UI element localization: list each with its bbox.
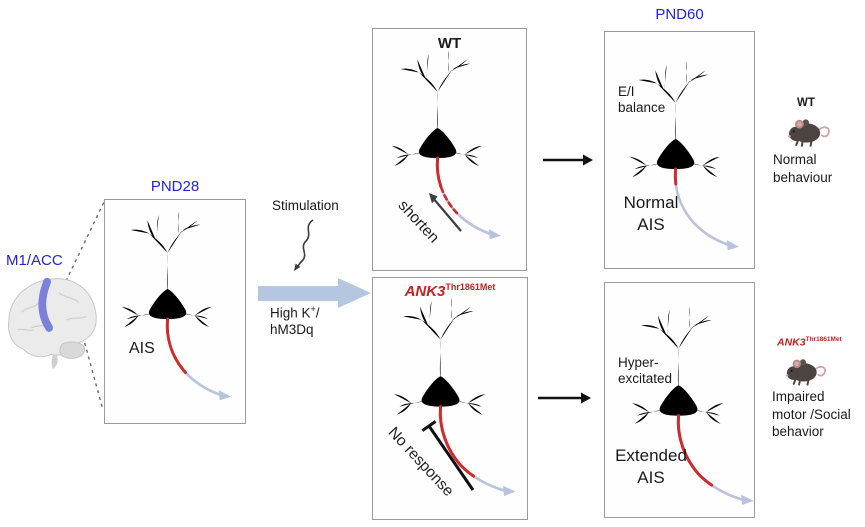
arrow-bottom-icon [538,392,591,404]
outcome-line2: motor /Social [772,406,851,422]
outcome-line2: behaviour [773,169,833,185]
ais-segment-extended [676,414,745,502]
gene-name: ANK3 [777,336,806,349]
note-line2: excitated [618,371,673,387]
outcome-line3: behavior [772,424,824,440]
ais-retracting-dashed [435,156,492,236]
ais-segment-extended [438,405,507,493]
panel-pnd28: AIS [104,199,246,424]
ais-note-line2: AIS [637,214,665,234]
stimulation-label: Stimulation [272,198,339,213]
ais-label: AIS [129,340,155,357]
ais-segment-normal [673,167,731,247]
condition-line2: hM3Dq [270,321,314,337]
hyper-excitated-note: Hyper- excitated [618,355,672,388]
outcome-line1: Impaired [772,389,825,404]
ei-balance-note: E/I balance [618,84,665,117]
neuron-pnd60-wt-icon [605,56,740,251]
note-line2: balance [618,100,666,116]
neuron-pnd28-icon [97,206,232,401]
condition-main: High K [270,305,311,321]
note-line1: E/I [618,84,635,99]
outcome-line1: Normal [773,152,817,167]
wt-outcome-label: WT [797,97,815,109]
ank3-outcome-text: Impaired motor /Social behavior [772,388,851,441]
wt-outcome-text: Normal behaviour [773,151,832,186]
brain-icon [8,277,97,370]
gene-name: ANK3 [404,283,446,300]
ais-segment [165,317,223,397]
ais-note-line2: AIS [637,467,665,487]
gene-variant: Thr1861Met [445,282,496,292]
condition-suffix: / [315,305,320,321]
condition-sup: + [310,304,316,314]
gene-variant: Thr1861Met [805,336,842,343]
neuron-ank3-icon [369,292,516,497]
ank3-outcome-label: ANK3Thr1861Met [777,336,842,349]
no-response-bar-icon [421,420,475,491]
ais-note-line1: Normal [623,193,679,212]
m1acc-region-band [38,277,53,332]
neuron-wt-icon [367,45,502,240]
zoom-wedge-lines [65,201,105,411]
ais-segment [435,156,493,236]
panel-ank3: ANK3Thr1861Met No response [372,277,528,520]
panel-wt: WT shorten [372,28,527,271]
mouse-icon [785,359,826,386]
normal-ais-note: Normal AIS [613,192,689,236]
shorten-arrow-icon [429,193,462,232]
panel-pnd60-ank3: Hyper- excitated Extended AIS [604,282,755,518]
stage-label-pnd28: PND28 [150,178,200,195]
region-label: M1/ACC [6,252,63,269]
panel-pnd60-wt: E/I balance Normal AIS [604,31,755,269]
stimulation-squiggle-arrow-icon [294,219,314,271]
arrow-top-icon [543,154,593,166]
extended-ais-note: Extended AIS [609,445,693,489]
panel-ank3-title: ANK3Thr1861Met [373,282,527,300]
stimulus-big-arrow-icon [258,278,371,308]
stage-label-pnd60: PND60 [655,6,704,23]
neuron-pnd60-ank3-icon [607,301,754,506]
stimulus-condition-label: High K+/ hM3Dq [270,304,320,338]
ais-note-line1: Extended [615,446,687,465]
panel-wt-title: WT [437,35,462,52]
mouse-icon [788,119,830,147]
note-line1: Hyper- [618,355,659,370]
